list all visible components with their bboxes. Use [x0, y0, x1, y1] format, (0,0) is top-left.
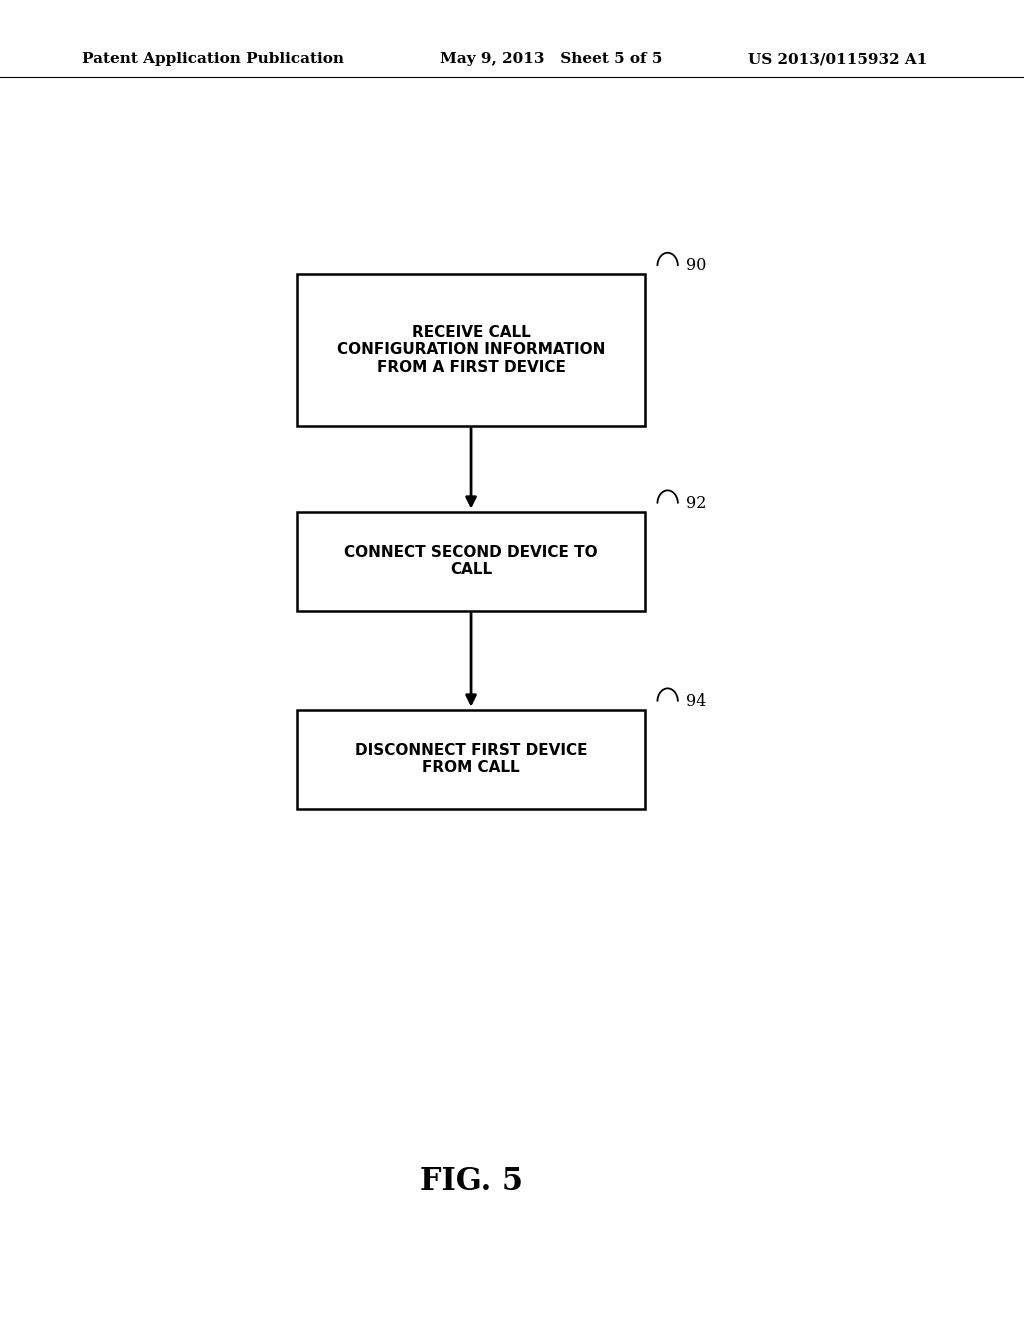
- Text: CONNECT SECOND DEVICE TO
CALL: CONNECT SECOND DEVICE TO CALL: [344, 545, 598, 577]
- Text: RECEIVE CALL
CONFIGURATION INFORMATION
FROM A FIRST DEVICE: RECEIVE CALL CONFIGURATION INFORMATION F…: [337, 325, 605, 375]
- Text: FIG. 5: FIG. 5: [420, 1166, 522, 1197]
- Bar: [297, 511, 645, 610]
- Text: US 2013/0115932 A1: US 2013/0115932 A1: [748, 53, 927, 66]
- Text: DISCONNECT FIRST DEVICE
FROM CALL: DISCONNECT FIRST DEVICE FROM CALL: [354, 743, 588, 775]
- Text: 92: 92: [686, 495, 707, 512]
- Text: 94: 94: [686, 693, 707, 710]
- Bar: [297, 710, 645, 808]
- Text: 90: 90: [686, 257, 707, 275]
- Text: Patent Application Publication: Patent Application Publication: [82, 53, 344, 66]
- Text: May 9, 2013   Sheet 5 of 5: May 9, 2013 Sheet 5 of 5: [440, 53, 663, 66]
- Bar: [297, 275, 645, 425]
